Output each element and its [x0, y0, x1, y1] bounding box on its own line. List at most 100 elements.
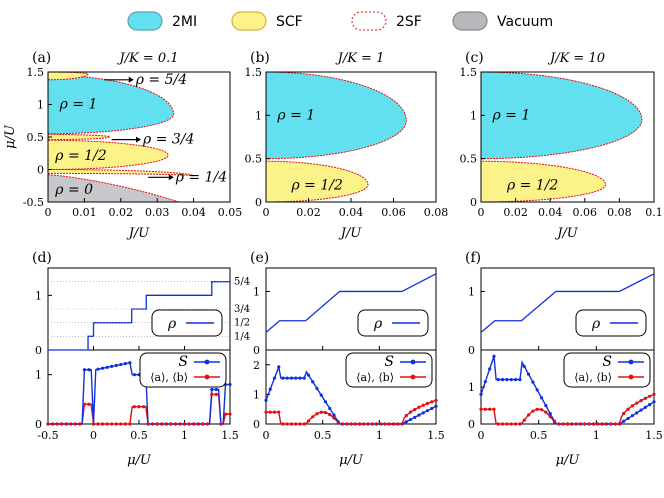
order-param-marker [548, 415, 552, 419]
right-fraction-label: 1/4 [234, 331, 250, 342]
panel-title: J/K = 0.1 [116, 51, 178, 66]
order-param-marker [370, 422, 374, 426]
order-param-marker [164, 422, 168, 426]
s-marker [531, 380, 535, 384]
y-tick-label: 0 [470, 196, 477, 209]
plot-frame [480, 71, 655, 203]
order-param-marker [214, 392, 218, 396]
order-param-marker [132, 405, 137, 409]
order-param-marker [591, 422, 596, 426]
s-marker [526, 372, 531, 376]
y-tick-label: 0.5 [27, 131, 45, 144]
annotation-arrowhead [136, 136, 141, 143]
order-param-marker [73, 422, 77, 426]
order-param-marker [552, 420, 557, 424]
s-marker [96, 367, 100, 371]
panel-b: 0 0.02 0.04 0.06 0.08 0 0.5 1 1.5(b) J/K = 1 J/U ρ … [245, 50, 449, 241]
region-label-half: ρ = 1/2 [506, 178, 558, 194]
order-param-marker [501, 422, 505, 426]
order-param-marker [353, 422, 357, 426]
order-param-marker [434, 398, 438, 402]
order-param-marker [574, 422, 578, 426]
x-tick-label: 0.08 [607, 206, 632, 219]
annotation-label: ρ = 1/4 [175, 169, 227, 185]
order-param-marker [119, 422, 123, 426]
region-label-mi: ρ = 1 [276, 107, 315, 123]
s-marker [648, 402, 652, 407]
s-marker [306, 373, 311, 377]
order-param-marker [583, 422, 587, 426]
legend-s-label: S [384, 354, 394, 370]
panel-letter: (f) [465, 250, 481, 266]
s-marker [417, 413, 421, 417]
panel-b-regions [266, 72, 407, 202]
vacuum-region [48, 174, 180, 202]
order-param-marker [505, 422, 509, 426]
legend-swatch-scf [231, 11, 267, 31]
x-tick-label: 0.06 [573, 206, 598, 219]
s-marker [277, 365, 281, 369]
order-param-marker [391, 422, 396, 426]
order-param-marker [617, 422, 622, 426]
order-param-marker [315, 412, 319, 416]
order-param-marker [55, 422, 59, 426]
order-param-marker [345, 422, 349, 426]
s-marker [82, 368, 86, 372]
s-marker [404, 420, 408, 424]
s-marker [285, 376, 289, 380]
x-tick-label: 0 [478, 429, 485, 442]
panel-c-regions [481, 72, 643, 202]
lobe-2mi-0 [481, 72, 643, 160]
order-param-marker [587, 422, 591, 426]
s-marker [123, 362, 127, 366]
rho-legend-label: ρ [167, 316, 177, 332]
order-param-marker [578, 422, 583, 426]
rho-legend-label: ρ [591, 316, 601, 332]
order-param-marker [613, 422, 617, 426]
s-marker [496, 378, 500, 382]
s-marker [483, 380, 487, 384]
x-tick-label: 0.5 [314, 429, 332, 442]
s-marker [626, 416, 630, 421]
legend-s-marker [410, 359, 416, 365]
order-param-marker [87, 402, 91, 406]
order-param-marker [277, 410, 281, 414]
y-tick-label: 0 [253, 344, 260, 357]
s-marker [509, 378, 513, 382]
order-param-marker [430, 400, 434, 404]
order-param-marker [425, 401, 430, 406]
panel-letter: (d) [32, 250, 52, 266]
order-param-marker [374, 422, 379, 426]
order-param-marker [479, 407, 483, 411]
order-param-marker [298, 422, 302, 426]
x-tick-label: 0 [90, 429, 97, 442]
order-param-marker [544, 410, 548, 414]
top-frame [265, 267, 437, 351]
s-marker [132, 373, 137, 377]
order-param-marker [383, 422, 387, 426]
order-param-marker [630, 404, 634, 408]
order-param-marker [219, 422, 223, 426]
y-tick-label: 0 [35, 344, 42, 357]
y-tick-label: 0.5 [245, 153, 263, 166]
order-param-marker [539, 408, 544, 412]
y-tick-label: 0.5 [460, 153, 478, 166]
x-tick-label: -0.5 [37, 429, 58, 442]
x-tick-label: 0.04 [181, 206, 206, 219]
order-param-marker [357, 422, 362, 426]
panel-f: 0 0.5 1 1.5 μ/U (f) 0 1 0 1 ρ S⟨a⟩, ⟨b⟩ [465, 250, 663, 468]
y-tick-label: 1.5 [245, 66, 263, 79]
s-marker [425, 409, 430, 413]
s-marker [110, 364, 114, 369]
order-param-marker [173, 422, 177, 426]
order-param-marker [264, 410, 268, 414]
region-label-mi: ρ = 1 [59, 97, 98, 113]
s-marker [128, 361, 132, 365]
order-param-marker [340, 422, 345, 426]
order-param-marker [64, 422, 68, 426]
order-param-marker [518, 422, 522, 426]
panel-title: J/K = 1 [335, 51, 385, 66]
y-tick-label: 0 [253, 418, 260, 431]
order-param-marker [228, 412, 232, 416]
order-param-marker [531, 409, 535, 413]
